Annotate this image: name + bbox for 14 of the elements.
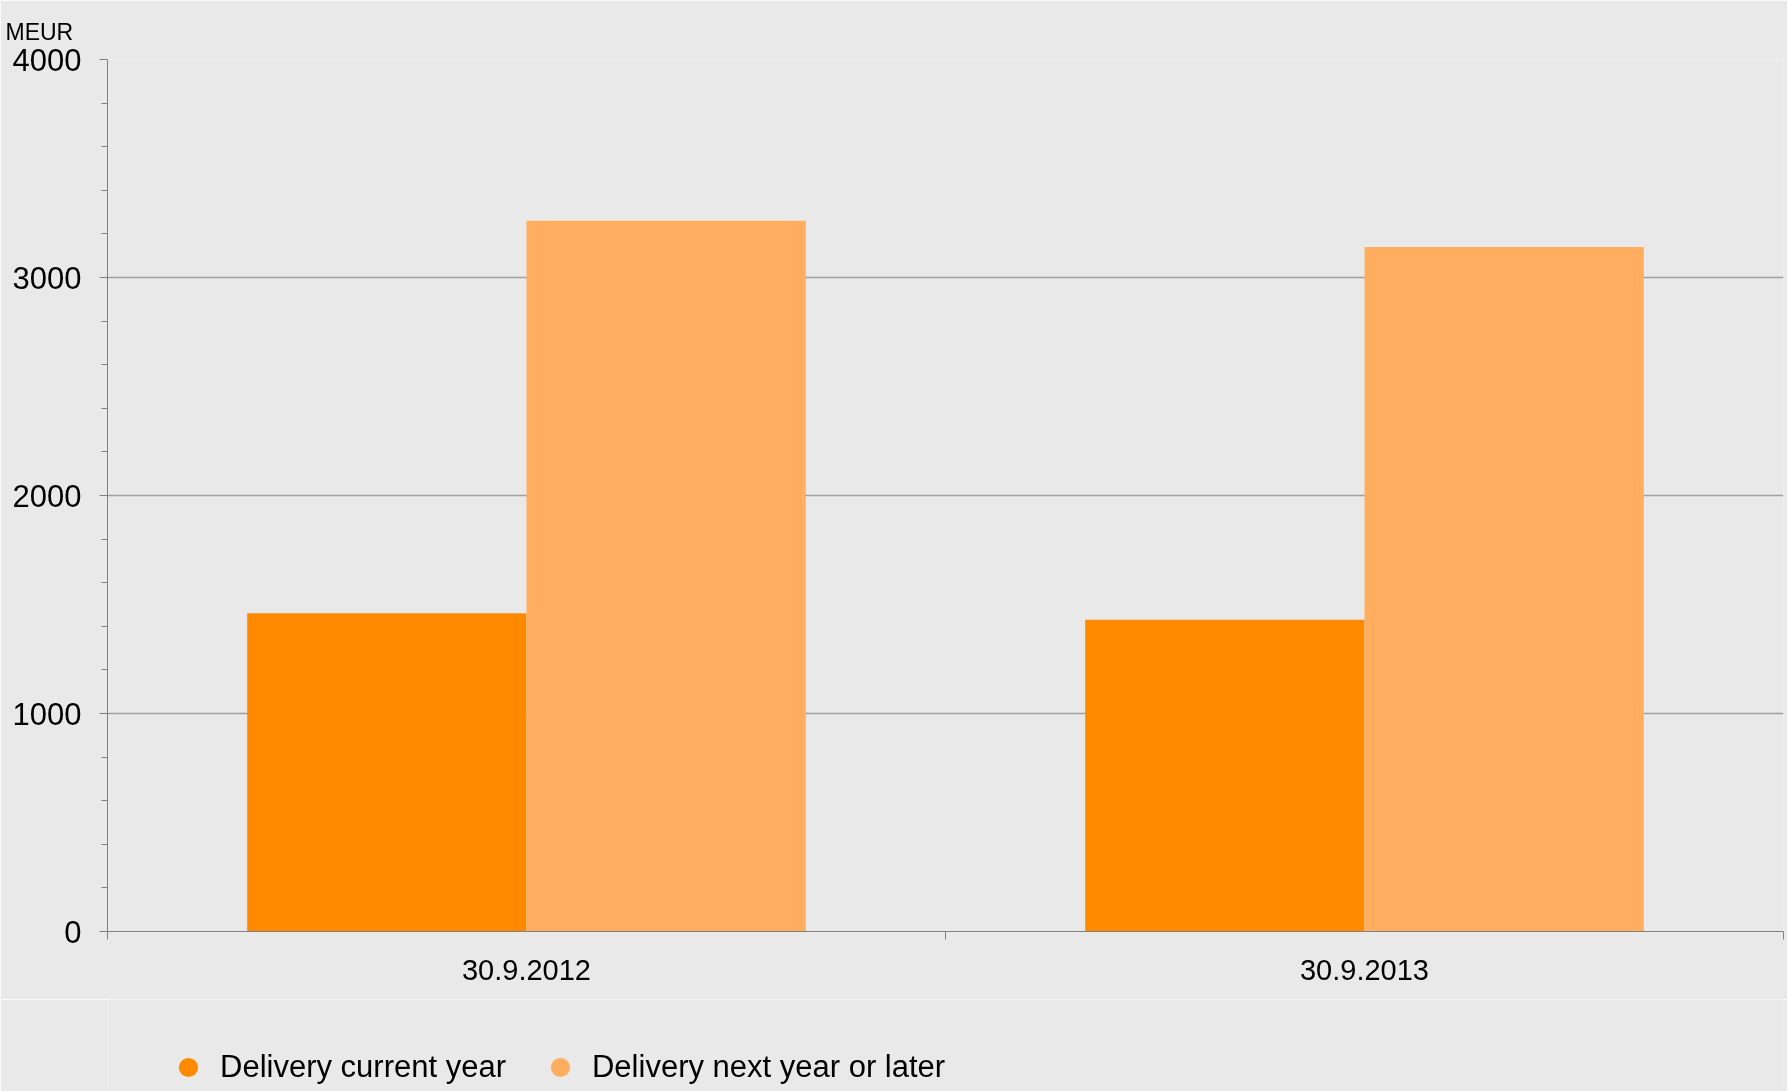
x-tick-label: 30.9.2012 xyxy=(461,953,592,986)
y-axis-title: MEUR xyxy=(5,18,74,45)
y-tick-label: 1000 xyxy=(12,696,82,732)
legend-label: Delivery next year or later xyxy=(591,1049,946,1085)
y-tick-label: 0 xyxy=(64,914,82,950)
x-tick-label: 30.9.2013 xyxy=(1299,953,1430,986)
y-tick-label: 2000 xyxy=(12,478,82,514)
legend-label: Delivery current year xyxy=(220,1049,506,1085)
y-tick-label: 3000 xyxy=(12,260,82,296)
bar xyxy=(1085,619,1365,932)
bar xyxy=(247,613,527,932)
bar xyxy=(526,220,806,932)
y-tick-label: 4000 xyxy=(12,42,82,78)
bar xyxy=(1364,246,1644,932)
